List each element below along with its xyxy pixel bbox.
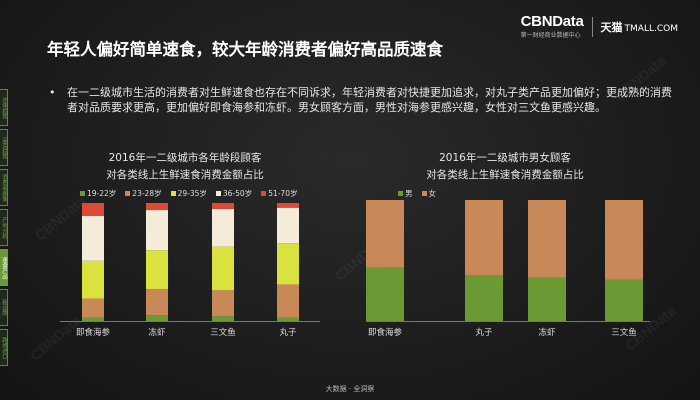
nav-item-overall-trend[interactable]: 总体趋势	[0, 89, 8, 126]
bar-segment	[366, 267, 404, 321]
bar-segment	[212, 290, 234, 317]
bar-segment	[146, 210, 168, 251]
logo-divider	[591, 16, 593, 37]
bar-segment	[277, 317, 299, 321]
x-tick-label: 丸子	[279, 327, 297, 338]
bar-segment	[82, 317, 104, 321]
legend-swatch	[125, 191, 131, 196]
bar-segment	[146, 315, 168, 321]
bar-segment	[528, 200, 566, 278]
nav-item-instant-food[interactable]: 速食产品	[0, 249, 8, 286]
legend-item: 19-22岁	[80, 188, 116, 199]
legend-label: 男	[405, 189, 413, 198]
tmall-logo-cn: 天猫	[600, 20, 623, 34]
legend-item: 36-50岁	[215, 188, 253, 199]
legend-swatch	[398, 191, 403, 196]
nav-item-new-brands[interactable]: 新品牌	[0, 289, 8, 326]
legend-item: 男	[398, 188, 413, 199]
legend-gender: 男 女	[398, 188, 436, 199]
chart-title-gender-line2: 对各类线上生鲜速食消费金额占比	[426, 169, 584, 181]
bar-segment	[146, 203, 168, 211]
side-navigation: 总体趋势 品类趋势 消费者画像 产地分析 速食产品 新品牌 跨境进口	[0, 89, 22, 369]
legend-swatch	[170, 191, 176, 196]
legend-item: 51-70岁	[261, 188, 297, 199]
legend-label: 29-35岁	[177, 189, 207, 198]
bar-segment	[528, 277, 566, 321]
legend-item: 23-28岁	[125, 188, 162, 199]
legend-label: 51-70岁	[268, 189, 298, 198]
tmall-logo-en: TMALL.COM	[624, 23, 678, 34]
legend-label: 36-50岁	[222, 189, 253, 198]
bar-segment	[605, 200, 643, 280]
legend-item: 女	[421, 188, 437, 199]
legend-swatch	[261, 191, 267, 196]
x-tick-label: 冻虾	[538, 327, 556, 338]
chart-title-gender: 2016年一二级城市男女顾客 对各类线上生鲜速食消费金额占比	[410, 150, 600, 184]
bar-segment	[277, 207, 299, 244]
bar-segment	[212, 203, 234, 209]
legend-item: 29-35岁	[170, 188, 207, 199]
bar-segment	[212, 208, 234, 247]
legend-label: 女	[428, 189, 437, 198]
bar-segment	[277, 243, 299, 285]
bar-segment	[82, 215, 104, 261]
cbndata-logo-subtitle: 第一财经商业数据中心	[520, 32, 581, 39]
footer-text: 大数据 · 全洞察	[325, 385, 375, 393]
bar-segment	[82, 298, 104, 318]
x-tick-label: 即食海参	[76, 327, 111, 338]
cbndata-logo-text: CBNData	[520, 13, 584, 30]
chart-title-age: 2016年一二级城市各年龄段顾客 对各类线上生鲜速食消费金额占比	[90, 150, 280, 184]
bar-segment	[146, 250, 168, 290]
nav-item-category-trend[interactable]: 品类趋势	[0, 129, 8, 166]
legend-label: 23-28岁	[132, 189, 162, 198]
chart-title-gender-line1: 2016年一二级城市男女顾客	[439, 152, 571, 164]
legend-age: 19-22岁 23-28岁 29-35岁 36-50岁 51-70岁	[80, 188, 297, 199]
brand-logo: CBNData 第一财经商业数据中心 天猫 TMALL.COM	[521, 14, 678, 39]
chart-title-age-line1: 2016年一二级城市各年龄段顾客	[108, 152, 262, 164]
legend-label: 19-22岁	[87, 189, 117, 198]
bar-segment	[212, 246, 234, 291]
x-tick-label: 三文鱼	[210, 327, 236, 338]
legend-swatch	[215, 191, 221, 196]
page-title: 年轻人偏好简单速食，较大年龄消费者偏好高品质速食	[47, 40, 443, 59]
bar-segment	[82, 260, 104, 299]
x-tick-label: 丸子	[475, 327, 493, 338]
bar-segment	[277, 284, 299, 318]
nav-item-consumer-profile[interactable]: 消费者画像	[0, 169, 8, 206]
bar-segment	[82, 203, 104, 216]
x-tick-label: 三文鱼	[611, 327, 637, 338]
cbndata-logo: CBNData 第一财经商业数据中心	[521, 14, 584, 39]
nav-item-cross-border[interactable]: 跨境进口	[0, 329, 8, 366]
chart-title-age-line2: 对各类线上生鲜速食消费金额占比	[106, 169, 264, 181]
bar-segment	[605, 279, 643, 321]
bar-segment	[277, 203, 299, 208]
bar-segment	[212, 316, 234, 321]
x-tick-label: 即食海参	[368, 327, 403, 338]
bullet-icon: •	[49, 86, 56, 99]
legend-swatch	[421, 191, 427, 196]
bar-segment	[146, 289, 168, 316]
x-tick-label: 冻虾	[148, 327, 166, 338]
bar-segment	[465, 200, 503, 276]
bar-segment	[366, 200, 404, 268]
summary-text: 在一二级城市生活的消费者对生鲜速食也存在不同诉求，年轻消费者对快捷更加追求，对丸…	[67, 86, 672, 114]
nav-item-origin-analysis[interactable]: 产地分析	[0, 209, 8, 246]
tmall-logo: 天猫 TMALL.COM	[601, 19, 678, 35]
bar-segment	[465, 275, 503, 321]
legend-swatch	[80, 191, 85, 196]
